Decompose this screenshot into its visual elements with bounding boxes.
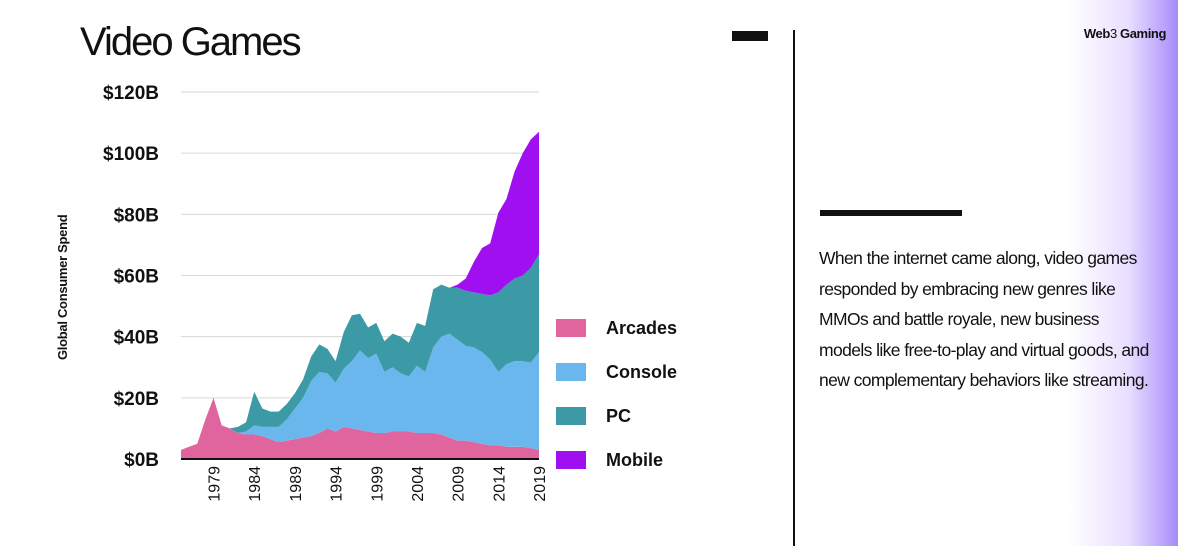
legend-label-pc: PC bbox=[606, 405, 632, 426]
y-tick-label: $60B bbox=[114, 267, 159, 288]
legend-swatch-arcades bbox=[556, 319, 586, 337]
chart-legend: Arcades Console PC Mobile bbox=[556, 306, 677, 482]
top-dash-mark bbox=[732, 31, 768, 41]
legend-swatch-pc bbox=[556, 407, 586, 425]
brand-gradient-strip bbox=[1068, 0, 1178, 546]
text-accent-rule bbox=[820, 210, 962, 216]
x-tick-label: 2004 bbox=[410, 466, 427, 502]
vertical-divider bbox=[793, 30, 795, 546]
y-tick-label: $120B bbox=[103, 83, 159, 104]
x-tick-label: 1979 bbox=[207, 466, 224, 502]
area-series-group bbox=[181, 131, 539, 459]
brand-suffix: Gaming bbox=[1116, 26, 1166, 41]
x-tick-label: 1989 bbox=[288, 466, 305, 502]
axes: $0B $20B $40B $60B $80B $100B $120B 1979 1984 198… bbox=[103, 83, 549, 502]
stacked-area-chart: $0B $20B $40B $60B $80B $100B $120B 1979 1984 198… bbox=[103, 83, 549, 502]
area-mobile bbox=[181, 131, 539, 450]
x-tick-label: 2009 bbox=[451, 466, 468, 502]
y-tick-label: $40B bbox=[114, 328, 159, 349]
brand-prefix: Web bbox=[1083, 26, 1110, 41]
y-tick-label: $0B bbox=[124, 450, 159, 471]
legend-item-arcades: Arcades bbox=[556, 306, 677, 350]
x-tick-label: 2019 bbox=[532, 466, 549, 502]
area-arcades bbox=[181, 397, 539, 459]
x-tick-label: 1994 bbox=[329, 466, 346, 502]
legend-label-arcades: Arcades bbox=[606, 317, 678, 338]
legend-label-mobile: Mobile bbox=[606, 449, 663, 470]
legend-swatch-console bbox=[556, 363, 586, 381]
legend-item-pc: PC bbox=[556, 394, 677, 438]
y-tick-label: $80B bbox=[114, 205, 159, 226]
x-tick-label: 1999 bbox=[369, 466, 386, 502]
area-console bbox=[181, 333, 539, 450]
y-tick-label: $20B bbox=[114, 389, 159, 410]
x-tick-label: 1984 bbox=[247, 466, 264, 502]
legend-item-mobile: Mobile bbox=[556, 438, 677, 482]
legend-swatch-mobile bbox=[556, 451, 586, 469]
area-pc bbox=[181, 254, 539, 450]
x-tick-label: 2014 bbox=[491, 466, 508, 502]
body-paragraph: When the internet came along, video game… bbox=[819, 248, 1149, 390]
legend-label-console: Console bbox=[606, 361, 678, 382]
y-tick-label: $100B bbox=[103, 144, 159, 165]
legend-item-console: Console bbox=[556, 350, 677, 394]
chart-title: Video Games bbox=[80, 20, 302, 64]
brand-label: Web3 Gaming bbox=[1084, 26, 1166, 41]
brand-number: 3 bbox=[1109, 26, 1117, 41]
